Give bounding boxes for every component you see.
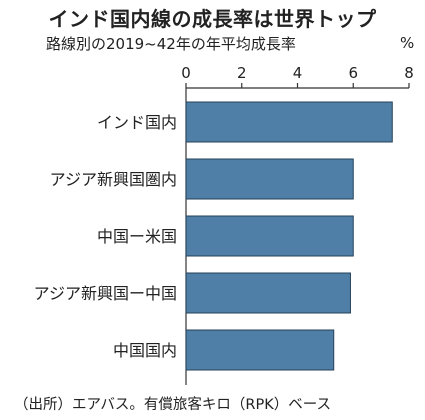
x-tick-label: 4 [293, 64, 303, 82]
bar [185, 329, 335, 371]
category-label: アジア新興国ー中国 [34, 284, 177, 303]
source-note: （出所）エアバス。有償旅客キロ（RPK）ベース [14, 397, 332, 413]
chart-subtitle: 路線別の2019~42年の年平均成長率 [46, 35, 296, 53]
x-tick-label: 2 [237, 64, 247, 82]
category-label: インド国内 [97, 113, 177, 132]
category-label: 中国ー米国 [97, 227, 177, 246]
bar [185, 158, 354, 200]
unit-label: % [400, 34, 415, 52]
bar [185, 215, 354, 257]
x-tick-label: 8 [404, 64, 414, 82]
x-tick-label: 0 [181, 64, 191, 82]
bar [185, 272, 351, 314]
category-label: 中国国内 [113, 341, 177, 360]
category-label: アジア新興国圏内 [50, 170, 177, 189]
x-tick-label: 6 [348, 64, 358, 82]
chart-title: インド国内線の成長率は世界トップ [48, 7, 377, 31]
bar [185, 101, 393, 143]
